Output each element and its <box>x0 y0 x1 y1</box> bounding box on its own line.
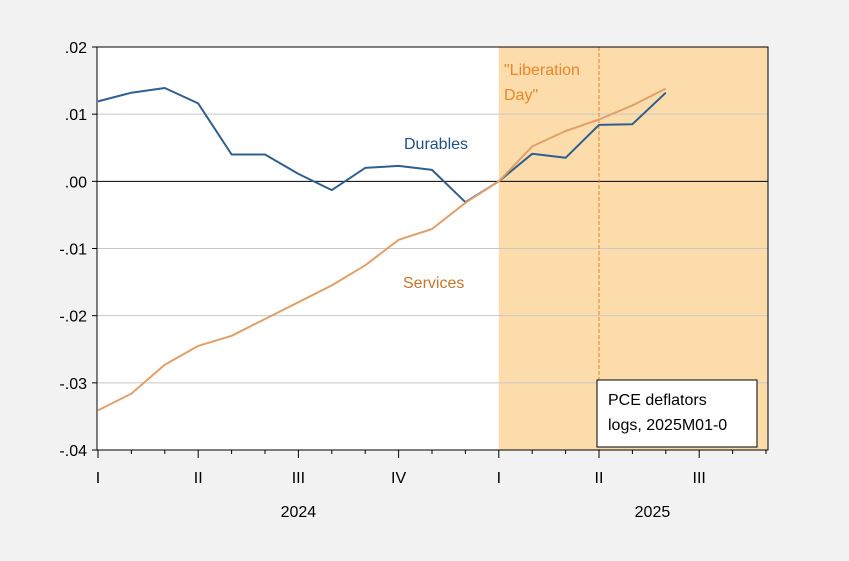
y-tick-label: .02 <box>65 40 87 57</box>
legend-box: PCE deflators logs, 2025M01-0 <box>596 379 758 448</box>
x-tick-label: II <box>595 470 604 487</box>
annotation-line1: "Liberation <box>504 62 580 79</box>
x-tick-label: II <box>194 470 203 487</box>
legend-line1: PCE deflators <box>608 392 707 409</box>
y-tick-label: -.03 <box>59 376 87 393</box>
series-line-services <box>97 87 667 412</box>
legend-line2: logs, 2025M01-0 <box>608 417 727 434</box>
year-label: 2025 <box>635 504 671 521</box>
x-tick-label: I <box>497 470 501 487</box>
x-tick-label: I <box>96 470 100 487</box>
y-tick-label: -.04 <box>59 443 87 460</box>
y-tick-label: -.01 <box>59 242 87 259</box>
x-tick-label: III <box>292 470 305 487</box>
x-tick-label: IV <box>391 470 406 487</box>
series-line-durables <box>97 87 667 204</box>
series-lines <box>97 87 667 412</box>
y-tick-label: .01 <box>65 107 87 124</box>
y-tick-label: -.02 <box>59 309 87 326</box>
x-tick-label: III <box>693 470 706 487</box>
services-label: Services <box>403 275 464 292</box>
y-tick-label: .00 <box>65 174 87 191</box>
year-label: 2024 <box>281 504 317 521</box>
annotation-line2: Day" <box>504 87 538 104</box>
y-axis: .02 .01 .00 -.01 -.02 -.03 -.04 <box>59 40 97 460</box>
durables-label: Durables <box>404 136 468 153</box>
